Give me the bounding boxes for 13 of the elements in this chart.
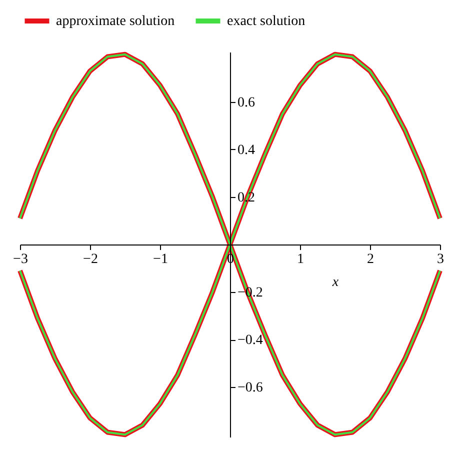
- x-tick-label: 2: [367, 252, 374, 267]
- y-tick-label: −0.4: [238, 333, 263, 348]
- x-tick-label: 1: [297, 252, 304, 267]
- x-tick-label: −2: [83, 252, 98, 267]
- x-axis-title: x: [331, 275, 340, 290]
- y-tick-label: 0.4: [238, 142, 255, 158]
- legend-label: approximate solution: [56, 14, 175, 29]
- x-tick-label: −3: [13, 252, 28, 267]
- y-tick-label: 0.6: [238, 95, 255, 110]
- x-tick-label: −1: [153, 252, 168, 267]
- y-tick-label: −0.6: [238, 380, 263, 396]
- legend-label: exact solution: [227, 14, 306, 29]
- x-tick-label: 3: [437, 252, 444, 267]
